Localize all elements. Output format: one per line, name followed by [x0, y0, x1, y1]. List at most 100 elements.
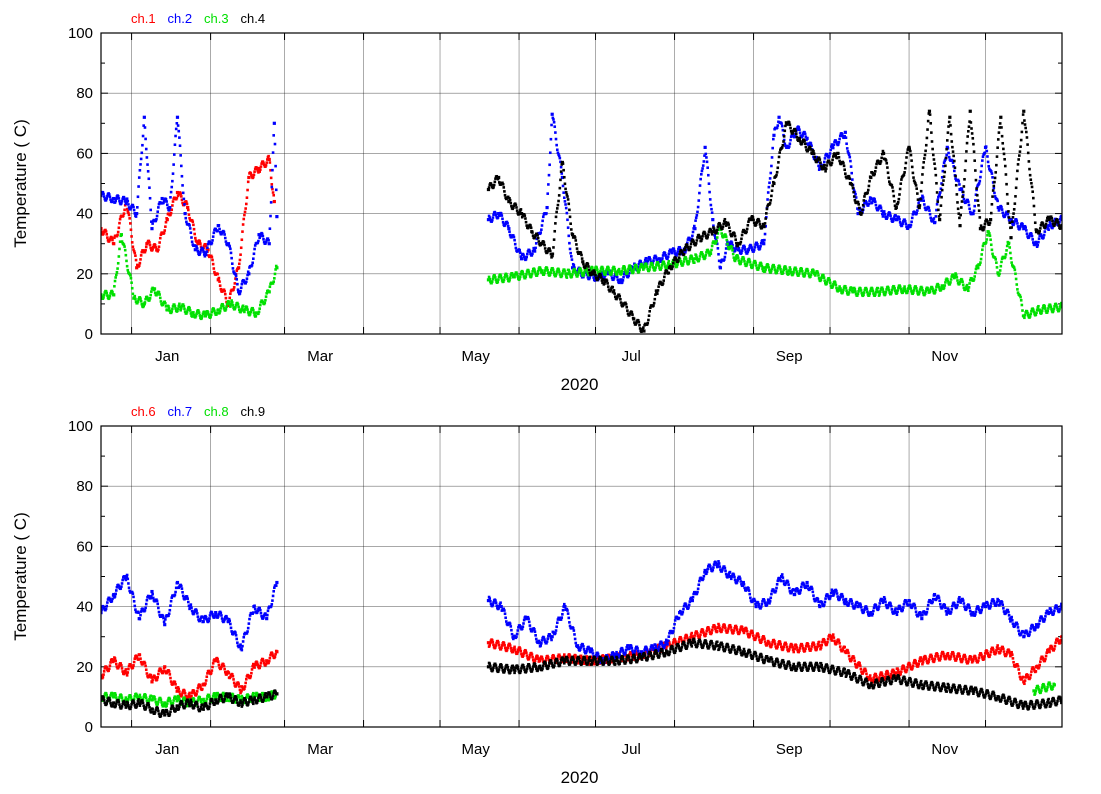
trace-dot: [995, 266, 999, 269]
trace-dot: [909, 665, 912, 669]
trace-dot: [860, 211, 864, 215]
trace-dot: [854, 196, 858, 199]
trace-dot: [502, 186, 506, 189]
trace-dot: [124, 578, 128, 582]
trace-dot: [823, 279, 826, 282]
trace-dot: [196, 686, 200, 690]
trace-dot: [858, 664, 862, 668]
trace-dot: [547, 183, 550, 186]
trace-dot: [526, 268, 530, 272]
trace-dot: [912, 661, 916, 665]
trace-dot: [810, 144, 813, 148]
trace-dot: [839, 289, 843, 292]
trace-dot: [577, 270, 580, 274]
trace-dot: [776, 266, 780, 270]
trace-dot: [622, 303, 626, 306]
trace-dot: [612, 276, 616, 280]
trace-dot: [525, 255, 528, 259]
trace-dot: [515, 209, 519, 212]
x-tick-label: Jul: [622, 741, 641, 758]
trace-dot: [654, 266, 658, 269]
trace-dot: [656, 292, 659, 296]
trace-dot: [889, 217, 893, 220]
trace-dot: [131, 245, 135, 249]
trace-dot: [497, 275, 501, 279]
trace-dot: [873, 172, 876, 176]
trace-dot: [120, 585, 123, 588]
trace-dot: [1041, 222, 1045, 225]
trace-dot: [863, 202, 866, 205]
trace-dot: [757, 218, 760, 221]
trace-dot: [676, 250, 680, 253]
trace-dot: [1059, 638, 1062, 642]
trace-dot: [991, 195, 994, 198]
trace-dot: [835, 642, 838, 645]
trace-dot: [102, 673, 105, 676]
trace-dot: [180, 693, 184, 697]
trace-dot: [234, 306, 237, 309]
trace-dot: [738, 242, 742, 246]
trace-dot: [102, 232, 105, 235]
trace-dot: [1048, 220, 1052, 224]
trace-dot: [980, 655, 984, 659]
trace-dot: [253, 244, 257, 247]
trace-dot: [710, 248, 713, 252]
trace-dot: [874, 673, 878, 676]
trace-dot: [211, 235, 215, 238]
data-point: [818, 644, 822, 648]
trace-dot: [856, 292, 860, 296]
trace-dot: [750, 246, 753, 249]
trace-dot: [181, 184, 184, 187]
trace-dot: [211, 665, 214, 669]
trace-dot: [694, 243, 697, 247]
trace-dot: [642, 326, 645, 329]
trace-dot: [234, 272, 237, 276]
trace-dot: [940, 175, 944, 179]
trace-dot: [1004, 173, 1008, 176]
trace-dot: [1045, 311, 1049, 314]
trace-dot: [259, 168, 262, 171]
data-point: [135, 212, 139, 216]
trace-dot: [724, 233, 727, 237]
trace-dot: [173, 143, 177, 147]
trace-dot: [536, 272, 539, 276]
trace-dot: [134, 608, 137, 611]
trace-dot: [775, 173, 778, 177]
trace-dot: [791, 131, 795, 134]
trace-dot: [735, 241, 738, 245]
data-point: [519, 257, 524, 261]
trace-dot: [269, 168, 272, 172]
trace-dot: [1008, 221, 1012, 225]
trace-dot: [879, 159, 883, 163]
trace-dot: [114, 197, 118, 200]
trace-dot: [990, 172, 994, 175]
trace-dot: [119, 662, 123, 665]
trace-dot: [550, 268, 553, 272]
trace-dot: [556, 151, 560, 155]
data-point: [237, 290, 241, 294]
data-point: [560, 175, 564, 180]
trace-dot: [540, 228, 543, 232]
trace-dot: [729, 626, 733, 629]
trace-dot: [1055, 303, 1058, 307]
trace-dot: [1019, 145, 1022, 148]
data-point: [693, 227, 697, 231]
trace-dot: [653, 268, 657, 271]
trace-dot: [693, 261, 696, 264]
trace-dot: [529, 224, 532, 227]
trace-dot: [557, 199, 560, 203]
trace-dot: [1005, 244, 1009, 248]
trace-dot: [513, 238, 516, 242]
trace-dot: [184, 694, 188, 698]
trace-dot: [745, 627, 748, 631]
trace-dot: [801, 269, 804, 273]
data-point: [996, 647, 1000, 651]
trace-dot: [749, 244, 753, 247]
trace-dot: [771, 146, 774, 150]
trace-dot: [554, 222, 557, 225]
trace-dot: [607, 653, 611, 657]
trace-dot: [131, 203, 135, 207]
trace-dot: [984, 145, 988, 148]
trace-dot: [881, 674, 884, 678]
trace-dot: [865, 290, 869, 294]
